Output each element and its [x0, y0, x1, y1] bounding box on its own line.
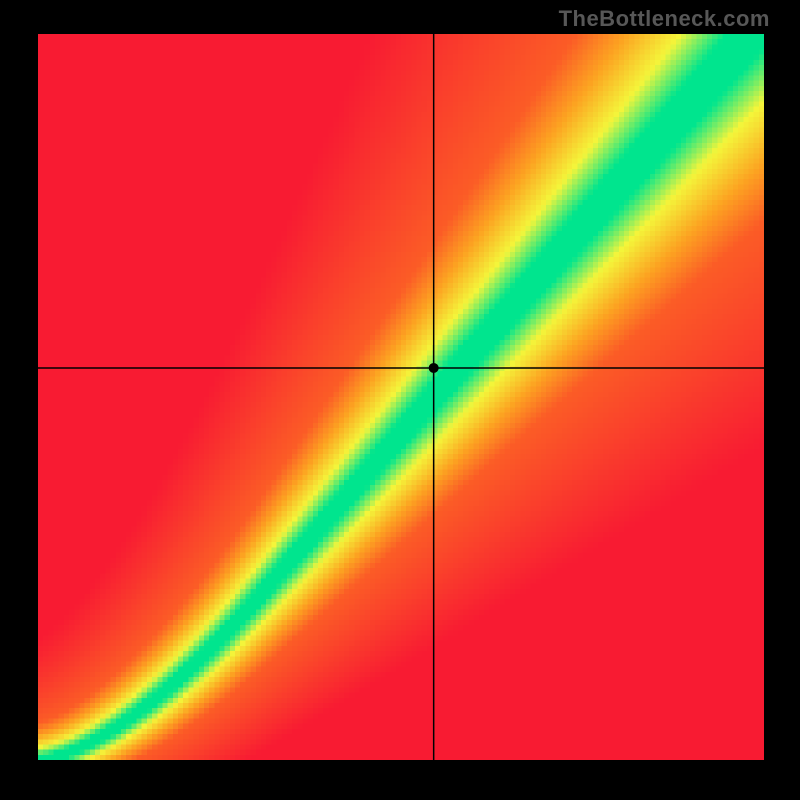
bottleneck-heatmap: [38, 34, 764, 760]
watermark-text: TheBottleneck.com: [559, 6, 770, 32]
chart-container: TheBottleneck.com: [0, 0, 800, 800]
